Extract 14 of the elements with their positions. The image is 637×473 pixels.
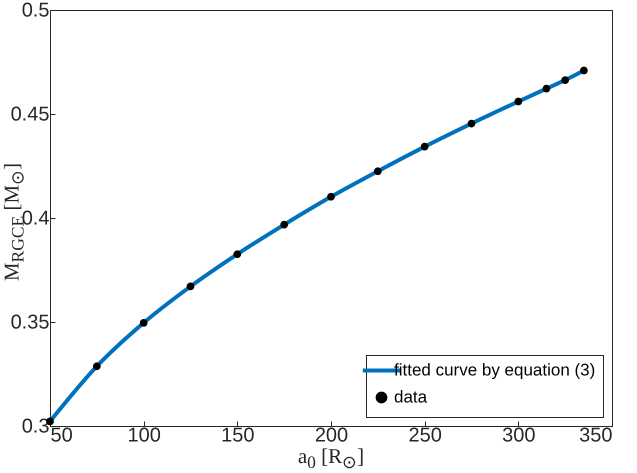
y-tick-label: 0.35 (10, 312, 50, 334)
y-tick-label: 0.5 (22, 0, 50, 22)
x-tick-label: 100 (127, 424, 161, 446)
legend-label: data (394, 388, 428, 406)
y-tick-label: 0.45 (10, 104, 50, 126)
legend-label: fitted curve by equation (3) (394, 360, 596, 380)
x-tick-label: 200 (314, 424, 348, 446)
x-tick-label: 150 (221, 424, 255, 446)
x-tick-label: 50 (50, 424, 73, 446)
y-tick-label: 0.3 (22, 416, 50, 438)
x-tick-label: 350 (579, 424, 612, 446)
x-axis-title: a$_{0}$ [R$_{⊙}$] (298, 444, 364, 473)
x-tick-label: 250 (408, 424, 442, 446)
x-tick-label: 300 (502, 424, 536, 446)
